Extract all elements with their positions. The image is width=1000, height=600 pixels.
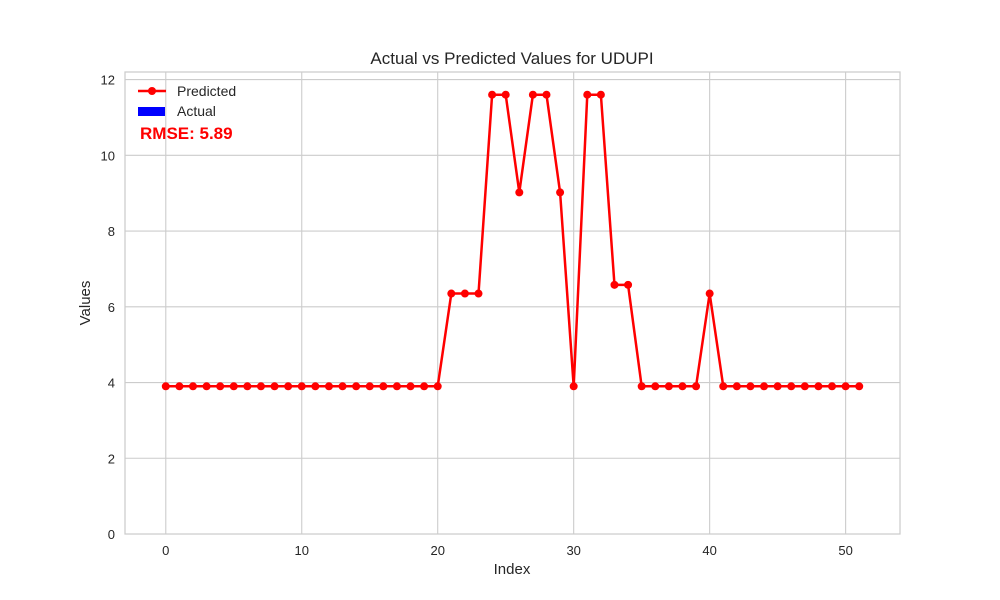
x-tick-label: 30	[566, 543, 580, 558]
predicted-point	[256, 382, 265, 391]
predicted-point	[610, 280, 619, 289]
predicted-point	[229, 382, 238, 391]
y-tick-label: 10	[101, 148, 115, 163]
predicted-point	[202, 382, 211, 391]
predicted-point	[188, 382, 197, 391]
predicted-point	[243, 382, 252, 391]
predicted-point	[828, 382, 837, 391]
predicted-point	[692, 382, 701, 391]
predicted-point	[488, 90, 497, 99]
predicted-point	[406, 382, 415, 391]
predicted-point	[596, 90, 605, 99]
predicted-point	[379, 382, 388, 391]
predicted-point	[338, 382, 347, 391]
predicted-point	[773, 382, 782, 391]
predicted-series-line	[165, 93, 860, 388]
predicted-point	[175, 382, 184, 391]
y-tick-label: 8	[108, 224, 115, 239]
series-layer	[161, 90, 864, 391]
legend-item-predicted: Predicted	[138, 83, 236, 99]
predicted-point	[732, 382, 741, 391]
predicted-point	[678, 382, 687, 391]
x-tick-label: 40	[702, 543, 716, 558]
predicted-point	[705, 289, 714, 298]
x-axis-title: Index	[494, 561, 531, 578]
predicted-point	[311, 382, 320, 391]
predicted-point	[556, 188, 565, 197]
predicted-point	[624, 280, 633, 289]
legend-item-actual: Actual	[138, 103, 216, 119]
predicted-point	[637, 382, 646, 391]
y-tick-label: 4	[108, 376, 115, 391]
x-tick-label: 0	[162, 543, 169, 558]
rmse-annotation: RMSE: 5.89	[140, 124, 233, 143]
predicted-point	[787, 382, 796, 391]
y-tick-label: 2	[108, 451, 115, 466]
predicted-point	[746, 382, 755, 391]
x-tick-label: 10	[295, 543, 309, 558]
predicted-point	[583, 90, 592, 99]
x-tick-label: 50	[838, 543, 852, 558]
predicted-point	[392, 382, 401, 391]
predicted-point	[800, 382, 809, 391]
predicted-point	[515, 188, 524, 197]
y-tick-label: 12	[101, 73, 115, 88]
predicted-point	[447, 289, 456, 298]
predicted-point	[420, 382, 429, 391]
chart-title: Actual vs Predicted Values for UDUPI	[370, 49, 653, 68]
predicted-point	[161, 382, 170, 391]
x-tick-label: 20	[430, 543, 444, 558]
y-tick-label: 0	[108, 527, 115, 542]
predicted-point	[841, 382, 850, 391]
y-tick-labels: 0 2 4 6 8 10 12	[101, 73, 115, 542]
predicted-point	[352, 382, 361, 391]
predicted-point	[814, 382, 823, 391]
predicted-point	[719, 382, 728, 391]
x-tick-labels: 0 10 20 30 40 50	[162, 543, 853, 558]
predicted-point	[297, 382, 306, 391]
predicted-point	[433, 382, 442, 391]
predicted-point	[270, 382, 279, 391]
predicted-point	[501, 90, 510, 99]
predicted-point	[474, 289, 483, 298]
y-axis-title: Values	[77, 281, 94, 326]
predicted-point	[651, 382, 660, 391]
predicted-point	[284, 382, 293, 391]
predicted-point	[324, 382, 333, 391]
plot-frame	[124, 71, 901, 535]
legend-actual-label: Actual	[177, 103, 216, 119]
predicted-point	[664, 382, 673, 391]
predicted-point	[855, 382, 864, 391]
predicted-point	[528, 90, 537, 99]
predicted-point	[460, 289, 469, 298]
legend-predicted-marker	[148, 87, 156, 95]
legend: Predicted Actual	[138, 83, 236, 119]
predicted-point	[216, 382, 225, 391]
y-tick-label: 6	[108, 300, 115, 315]
predicted-point	[760, 382, 769, 391]
legend-predicted-label: Predicted	[177, 83, 236, 99]
predicted-point	[569, 382, 578, 391]
predicted-point	[542, 90, 551, 99]
predicted-point	[365, 382, 374, 391]
legend-actual-swatch	[138, 107, 165, 116]
